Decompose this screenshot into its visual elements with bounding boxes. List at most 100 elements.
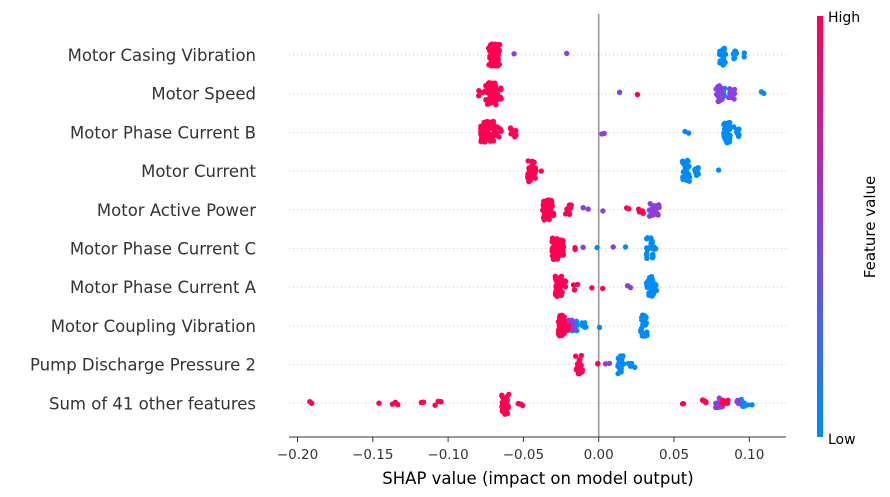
shap-point-high (483, 83, 489, 89)
shap-point-low (680, 158, 686, 164)
shap-point-low (721, 46, 727, 53)
shap-point-high (376, 400, 382, 406)
shap-point-high (551, 239, 558, 245)
shap-point-high (540, 207, 546, 213)
shap-point-high (552, 292, 559, 298)
shap-point-low (683, 163, 689, 169)
shap-point-high (699, 397, 706, 403)
shap-point-low (640, 312, 646, 318)
shap-point-low (632, 364, 638, 370)
colorbar-low-label: Low (828, 432, 856, 448)
shap-point-high (493, 131, 499, 137)
shap-point-low (745, 402, 751, 408)
shap-point-high (561, 319, 568, 325)
shap-point-high (489, 82, 495, 89)
shap-point-low (695, 171, 701, 177)
shap-point-low (735, 128, 741, 135)
shap-point-high (489, 124, 495, 131)
shap-point-mid (652, 203, 659, 210)
shap-point-high (589, 285, 595, 291)
shap-point-high (600, 285, 606, 292)
shap-point-low (644, 255, 650, 261)
shap-point-high (571, 287, 578, 293)
shap-point-low (684, 159, 690, 165)
shap-point-low (645, 235, 651, 241)
shap-point-low (644, 245, 650, 251)
colorbar-gradient (817, 16, 823, 437)
shap-point-high (559, 289, 565, 295)
shap-point-high (549, 248, 555, 254)
shap-point-low (718, 52, 724, 58)
shap-point-high (558, 245, 564, 251)
x-tick-label: −0.20 (277, 447, 318, 463)
shap-point-high (566, 211, 573, 217)
shap-point-high (555, 319, 562, 325)
shap-point-low (721, 121, 727, 128)
shap-point-high (478, 131, 484, 137)
shap-point-high (546, 214, 552, 221)
shap-point-high (499, 392, 505, 398)
shap-point-high (493, 102, 499, 108)
shap-points (307, 41, 767, 417)
shap-point-mid (727, 86, 733, 92)
shap-point-low (758, 89, 765, 95)
shap-point-high (432, 402, 438, 408)
shap-point-mid (718, 90, 724, 97)
shap-point-mid (610, 244, 616, 250)
feature-label: Motor Phase Current A (70, 278, 257, 297)
shap-point-high (497, 126, 503, 132)
shap-point-high (551, 254, 558, 260)
shap-point-low (731, 124, 737, 130)
shap-point-low (594, 244, 600, 251)
shap-point-high (559, 237, 566, 244)
shap-point-high (559, 312, 565, 318)
shap-point-high (494, 90, 501, 97)
shap-point-low (649, 245, 655, 251)
shap-point-low (724, 135, 730, 142)
shap-point-high (478, 125, 484, 132)
colorbar: High Low Feature value (817, 10, 879, 448)
shap-point-high (389, 401, 396, 407)
shap-point-high (719, 397, 726, 404)
shap-point-low (579, 320, 585, 326)
shap-point-mid (580, 205, 586, 211)
x-tick-label: 0.05 (659, 447, 689, 463)
shap-point-high (545, 208, 551, 214)
shap-point-high (568, 202, 574, 208)
feature-label: Motor Casing Vibration (68, 46, 256, 65)
shap-point-high (533, 167, 539, 174)
shap-point-low (682, 128, 688, 135)
shap-point-low (722, 51, 729, 57)
shap-point-low (724, 140, 730, 146)
shap-point-high (488, 132, 494, 139)
shap-point-high (541, 217, 547, 223)
shap-point-mid (569, 317, 575, 323)
feature-label: Motor Speed (151, 85, 256, 104)
shap-point-low (650, 286, 656, 293)
colorbar-high-label: High (828, 10, 860, 26)
shap-point-high (573, 353, 579, 359)
shap-point-mid (571, 327, 578, 333)
x-axis: −0.20 −0.15 −0.10 −0.05 0.00 0.05 0.10 (277, 436, 786, 463)
shap-point-mid (646, 213, 653, 219)
shap-point-low (639, 333, 645, 339)
shap-point-mid (600, 208, 606, 214)
shap-point-mid (564, 50, 570, 57)
shap-point-mid (511, 51, 517, 57)
shap-point-high (576, 363, 582, 369)
shap-point-high (503, 409, 509, 415)
shap-point-mid (627, 284, 634, 291)
shap-point-mid (718, 97, 724, 103)
shap-point-mid (735, 400, 742, 407)
shap-point-low (615, 363, 621, 369)
shap-point-high (528, 164, 534, 170)
x-tick-label: 0.00 (584, 447, 614, 463)
shap-point-high (498, 86, 504, 93)
row-gridlines (289, 54, 786, 404)
shap-point-low (650, 253, 656, 260)
feature-label: Pump Discharge Pressure 2 (30, 356, 256, 375)
shap-point-high (486, 119, 492, 125)
shap-point-high (563, 278, 569, 285)
shap-point-high (538, 168, 544, 174)
shap-point-high (395, 402, 401, 408)
